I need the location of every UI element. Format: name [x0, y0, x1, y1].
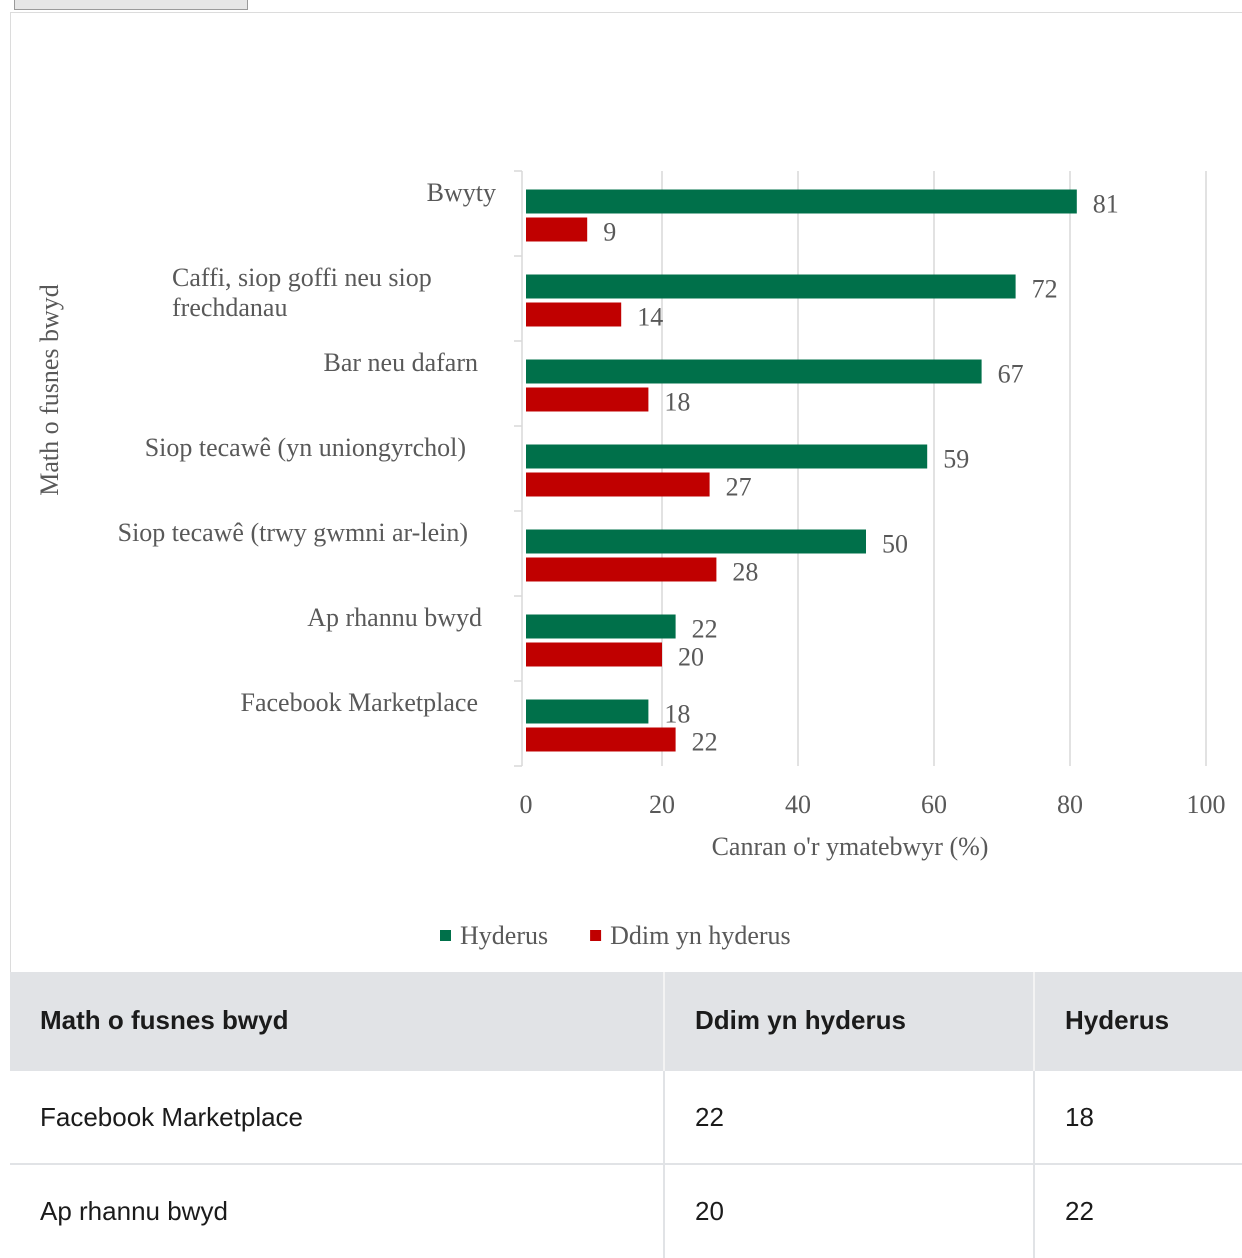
bar-ddim-yn-hyderus [526, 302, 622, 327]
bar-chart: 0 20 40 60 80 100 81 9 Bwyty 72 14 Caffi, siop goff… [35, 170, 1226, 950]
bar-ddim-yn-hyderus [526, 727, 676, 752]
legend-label: Ddim yn hyderus [610, 921, 791, 950]
data-label: 18 [664, 388, 690, 417]
table-cell: 22 [664, 1069, 1035, 1164]
category-label: frechdanau [172, 293, 287, 322]
x-tick-label: 80 [1057, 790, 1083, 819]
chart-panel [10, 12, 1242, 972]
bar-hyderus [526, 274, 1016, 299]
table-cell: 20 [664, 1163, 1035, 1258]
table-header-confident: Hyderus [1034, 972, 1242, 1070]
table-cell: 18 [1034, 1069, 1242, 1164]
x-tick-label: 0 [520, 790, 533, 819]
table-cell: 22 [1034, 1163, 1242, 1258]
legend-label: Hyderus [460, 921, 548, 950]
top-tab[interactable] [14, 0, 248, 10]
data-label: 14 [637, 303, 663, 332]
bar-ddim-yn-hyderus [526, 472, 710, 497]
table-cell: Facebook Marketplace [10, 1069, 665, 1164]
data-label: 28 [732, 558, 758, 587]
x-tick-label: 20 [649, 790, 675, 819]
category-label: Siop tecawê (yn uniongyrchol) [145, 433, 466, 462]
category-label: Caffi, siop goffi neu siop [172, 263, 432, 292]
category-label: Ap rhannu bwyd [307, 603, 482, 632]
category-label: Facebook Marketplace [240, 688, 478, 717]
legend-swatch [590, 930, 602, 941]
data-label: 67 [998, 360, 1024, 389]
table-row: Facebook Marketplace 22 18 [10, 1069, 1242, 1164]
bar-ddim-yn-hyderus [526, 642, 662, 667]
data-label: 22 [692, 728, 718, 757]
legend-swatch [440, 930, 451, 941]
table-header-category: Math o fusnes bwyd [10, 972, 665, 1070]
data-label: 20 [678, 643, 704, 672]
bar-hyderus [526, 699, 649, 724]
bar-hyderus [526, 189, 1077, 214]
bar-hyderus [526, 444, 928, 469]
bar-hyderus [526, 529, 866, 554]
data-label: 27 [726, 473, 752, 502]
x-tick-label: 40 [785, 790, 811, 819]
data-label: 22 [692, 615, 718, 644]
x-tick-label: 100 [1187, 790, 1226, 819]
data-table: Math o fusnes bwyd Ddim yn hyderus Hyder… [10, 972, 1242, 1258]
category-label: Bwyty [427, 178, 496, 207]
table-cell: Ap rhannu bwyd [10, 1163, 665, 1258]
table-row: Ap rhannu bwyd 20 22 [10, 1163, 1242, 1258]
data-label: 9 [603, 218, 616, 247]
bar-hyderus [526, 614, 676, 639]
data-label: 59 [943, 445, 969, 474]
bar-ddim-yn-hyderus [526, 217, 588, 242]
table-header-not-confident: Ddim yn hyderus [664, 972, 1035, 1070]
bar-hyderus [526, 359, 982, 384]
data-label: 81 [1093, 190, 1119, 219]
bar-ddim-yn-hyderus [526, 387, 649, 412]
category-label: Bar neu dafarn [324, 348, 478, 377]
y-axis-title: Math o fusnes bwyd [35, 284, 64, 496]
data-label: 72 [1032, 275, 1058, 304]
data-label: 18 [664, 700, 690, 729]
data-label: 50 [882, 530, 908, 559]
bar-ddim-yn-hyderus [526, 557, 717, 582]
x-tick-label: 60 [921, 790, 947, 819]
category-label: Siop tecawê (trwy gwmni ar-lein) [118, 518, 468, 547]
table-header-row: Math o fusnes bwyd Ddim yn hyderus Hyder… [10, 972, 1242, 1070]
x-axis-title: Canran o'r ymatebwyr (%) [712, 832, 989, 861]
